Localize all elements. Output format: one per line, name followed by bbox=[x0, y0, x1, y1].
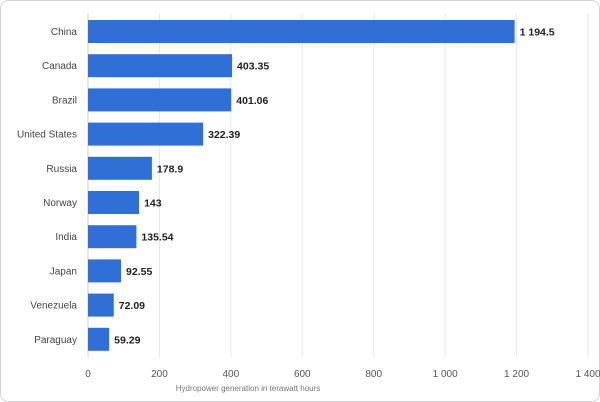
value-label: 143 bbox=[144, 198, 162, 210]
value-label: 1 194.5 bbox=[520, 27, 555, 39]
x-axis-label: Hydropower generation in terawatt hours bbox=[176, 384, 321, 393]
value-labels: 1 194.5 403.35 401.06 322.39 178.9 143 135.54 9… bbox=[114, 27, 555, 347]
bar bbox=[88, 293, 114, 317]
x-tick-label: 800 bbox=[365, 369, 382, 380]
value-label: 92.55 bbox=[126, 266, 152, 278]
x-tick-label: 0 bbox=[85, 369, 91, 380]
bar bbox=[88, 20, 515, 43]
category-label: Russia bbox=[46, 164, 77, 175]
category-label: Norway bbox=[43, 198, 77, 209]
category-label: Canada bbox=[42, 61, 77, 72]
bar bbox=[88, 88, 232, 112]
category-label: Japan bbox=[50, 266, 77, 277]
bar bbox=[88, 225, 137, 249]
category-label: China bbox=[51, 27, 78, 38]
value-label: 401.06 bbox=[236, 95, 268, 107]
category-label: United States bbox=[17, 130, 77, 141]
bars bbox=[88, 20, 515, 351]
value-label: 178.9 bbox=[157, 163, 183, 175]
x-tick-label: 600 bbox=[294, 369, 311, 380]
bar bbox=[88, 156, 152, 180]
x-tick-label: 200 bbox=[151, 369, 168, 380]
bar bbox=[88, 191, 140, 214]
value-label: 135.54 bbox=[141, 232, 173, 244]
value-label: 59.29 bbox=[114, 334, 140, 346]
value-label: 403.35 bbox=[237, 61, 269, 73]
x-tick-labels: 0 200 400 600 800 1 000 1 200 1 400 bbox=[85, 369, 600, 380]
x-tick-label: 1 000 bbox=[433, 369, 458, 380]
x-tick-label: 1 400 bbox=[575, 369, 600, 380]
bar bbox=[88, 259, 122, 283]
category-label: Brazil bbox=[52, 95, 77, 106]
category-label: Paraguay bbox=[34, 335, 77, 346]
x-tick-label: 1 200 bbox=[504, 369, 529, 380]
category-label: India bbox=[55, 232, 77, 243]
bar bbox=[88, 122, 204, 146]
bar bbox=[88, 54, 233, 78]
bar bbox=[88, 327, 110, 351]
value-label: 72.09 bbox=[119, 300, 145, 312]
category-labels: China Canada Brazil United States Russia Norw… bbox=[17, 27, 77, 346]
x-tick-label: 400 bbox=[223, 369, 240, 380]
value-label: 322.39 bbox=[208, 129, 240, 141]
category-label: Venezuela bbox=[30, 301, 77, 312]
